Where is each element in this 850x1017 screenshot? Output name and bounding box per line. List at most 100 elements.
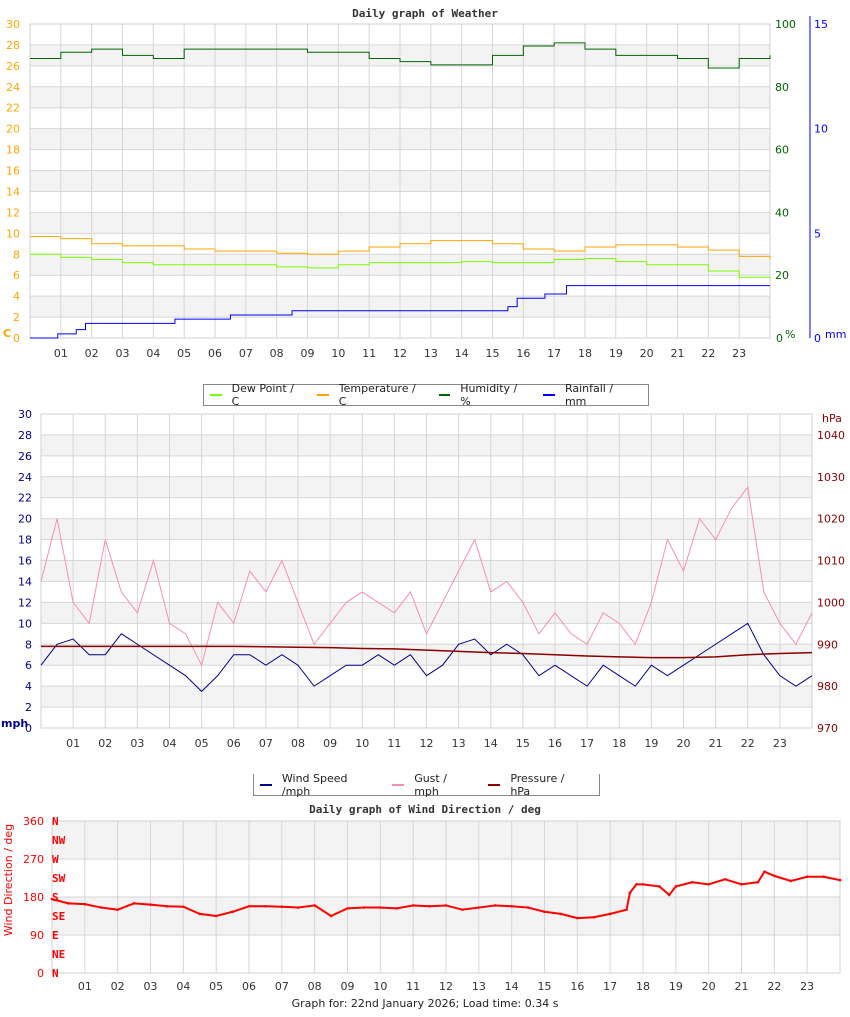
- y-tick-label-left: 16: [6, 165, 20, 178]
- y-tick-label-left: 24: [18, 471, 32, 484]
- y-tick-label-left: 22: [6, 102, 20, 115]
- legend-item-pressure: Pressure / hPa: [488, 772, 587, 798]
- x-tick-label: 09: [341, 980, 355, 993]
- wind-direction-point: [214, 914, 218, 918]
- y-tick-label-left: 18: [6, 144, 20, 157]
- y-tick-label: 360: [23, 815, 44, 828]
- x-tick-label: 17: [580, 737, 594, 750]
- wind-direction-point: [822, 875, 825, 879]
- x-tick-label: 10: [355, 737, 369, 750]
- x-tick-label: 18: [578, 347, 592, 360]
- x-tick-label: 14: [484, 737, 498, 750]
- y-tick-label-left: 20: [6, 123, 20, 136]
- wind-direction-point: [83, 902, 87, 906]
- y-tick-label-left: 30: [18, 408, 32, 421]
- wind-direction-point: [296, 906, 300, 909]
- y-tick-label-left: 20: [18, 513, 32, 526]
- y-tick-label-humidity: 40: [775, 206, 789, 219]
- y-axis-unit-humidity: %: [785, 328, 795, 341]
- x-tick-label: 20: [702, 980, 716, 993]
- y-tick-label-humidity: 60: [775, 144, 789, 157]
- temperature-line: [30, 235, 771, 260]
- x-tick-label: 13: [472, 980, 486, 993]
- compass-label: NW: [52, 834, 66, 847]
- x-tick-label: 15: [538, 980, 552, 993]
- y-tick-label-humidity: 0: [776, 332, 783, 345]
- legend-item-temperature: Temperature / C: [317, 382, 424, 408]
- x-tick-label: 14: [505, 980, 519, 993]
- legend-label: Temperature / C: [338, 382, 416, 408]
- wind-direction-point: [723, 877, 727, 881]
- legend-item-wind-speed: Wind Speed /mph: [260, 772, 378, 798]
- wind-direction-point: [411, 904, 415, 907]
- wind-direction-point: [264, 904, 267, 908]
- x-tick-label: 08: [291, 737, 305, 750]
- x-tick-label: 05: [209, 980, 223, 993]
- y-tick-label-left: 4: [13, 290, 20, 303]
- compass-label: SE: [52, 910, 65, 923]
- x-tick-label: 22: [741, 737, 755, 750]
- wind-direction-point: [510, 904, 513, 908]
- wind-direction-point: [674, 885, 678, 888]
- y-tick-label-pressure: 1000: [817, 596, 845, 609]
- wind-direction-point: [707, 883, 710, 886]
- legend-item-rainfall: Rainfall / mm: [543, 382, 636, 408]
- wind-direction-point: [149, 903, 152, 906]
- x-tick-label: 05: [177, 347, 191, 360]
- x-tick-label: 14: [455, 347, 469, 360]
- humidity-line: [30, 42, 771, 69]
- y-tick-label-left: 30: [6, 18, 20, 31]
- wind-direction-point: [628, 891, 632, 895]
- plot-frame: [51, 820, 841, 974]
- wind-direction-point: [740, 883, 743, 886]
- y-tick-label-left: 10: [18, 617, 32, 630]
- wind-direction-point: [493, 904, 497, 907]
- compass-label: W: [52, 853, 59, 866]
- x-tick-label: 21: [671, 347, 685, 360]
- x-tick-label: 16: [548, 737, 562, 750]
- y-axis-title: Wind Direction / deg: [2, 824, 15, 936]
- x-tick-label: 23: [732, 347, 746, 360]
- wind-direction-point: [346, 907, 349, 910]
- y-tick-label-pressure: 970: [817, 722, 838, 735]
- rainfall-line: [30, 285, 770, 339]
- legend-item-humidity: Humidity / %: [438, 382, 530, 408]
- y-tick-label-humidity: 20: [775, 269, 789, 282]
- footer-text: Graph for: 22nd January 2026; Load time:…: [291, 997, 559, 1010]
- x-tick-label: 15: [486, 347, 500, 360]
- wind-direction-point: [379, 906, 382, 909]
- x-tick-label: 01: [78, 980, 92, 993]
- x-tick-label: 06: [227, 737, 241, 750]
- x-tick-label: 10: [373, 980, 387, 993]
- y-tick-label-pressure: 1040: [817, 429, 845, 442]
- y-tick-label-left: 26: [18, 450, 32, 463]
- plot-frame: [29, 23, 771, 339]
- y-tick-label-rain: 10: [814, 123, 828, 136]
- x-tick-label: 07: [239, 347, 253, 360]
- x-tick-label: 02: [111, 980, 125, 993]
- y-tick-label-left: 2: [25, 701, 32, 714]
- wind-direction-point: [625, 908, 628, 911]
- y-tick-label: 270: [23, 853, 44, 866]
- x-tick-label: 21: [709, 737, 723, 750]
- wind-direction-point: [641, 883, 645, 886]
- y-tick-label-left: 0: [25, 722, 32, 735]
- x-tick-label: 12: [420, 737, 434, 750]
- y-tick-label-pressure: 1030: [817, 471, 845, 484]
- x-tick-label: 02: [98, 737, 112, 750]
- x-tick-label: 07: [259, 737, 273, 750]
- x-tick-label: 18: [636, 980, 650, 993]
- legend-label: Humidity / %: [460, 382, 518, 408]
- x-tick-label: 19: [609, 347, 623, 360]
- y-tick-label-pressure: 990: [817, 638, 838, 651]
- y-tick-label-left: 14: [6, 185, 20, 198]
- x-tick-label: 09: [323, 737, 337, 750]
- x-tick-label: 16: [570, 980, 584, 993]
- legend-weather: Dew Point / C Temperature / C Humidity /…: [203, 382, 649, 408]
- x-tick-label: 11: [406, 980, 420, 993]
- wind-direction-point: [247, 904, 251, 908]
- wind-direction-point: [165, 904, 169, 908]
- wind-direction-point: [667, 893, 671, 897]
- x-tick-label: 22: [767, 980, 781, 993]
- x-tick-label: 13: [452, 737, 466, 750]
